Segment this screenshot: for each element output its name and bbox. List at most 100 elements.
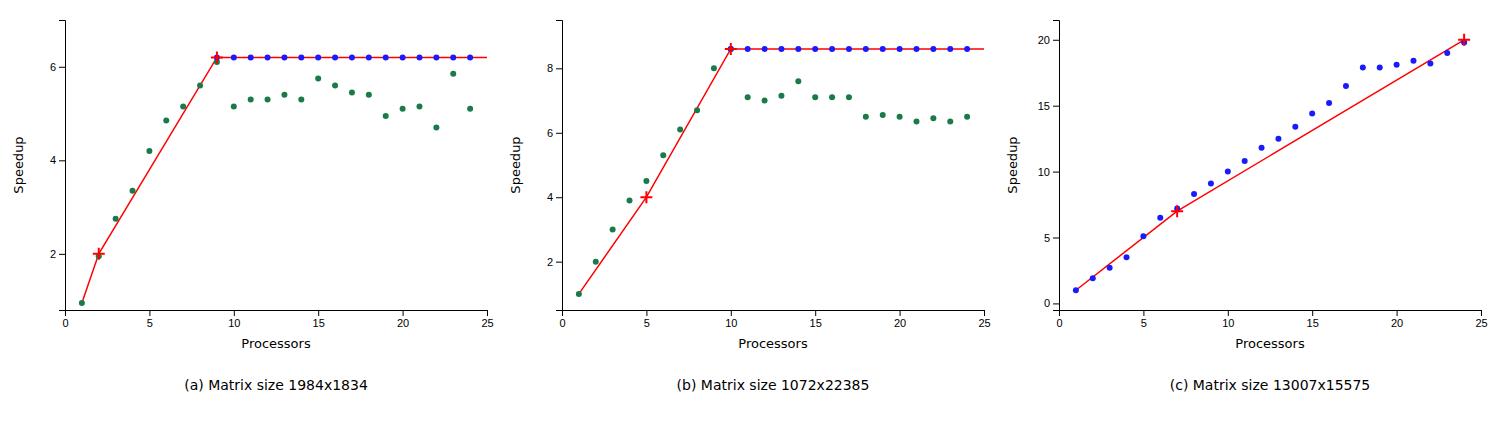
markers [79, 51, 473, 306]
tick: 2 [547, 256, 562, 268]
caption: (a) Matrix size 1984x1834 [184, 377, 368, 393]
tick-mark [556, 68, 562, 69]
x-axis-title: Processors [1235, 336, 1305, 351]
plot-area [576, 43, 984, 297]
tick: 0 [559, 310, 565, 329]
tick-label: 25 [481, 317, 493, 329]
y-axis: 2 4 6 8 [547, 21, 563, 311]
dot [610, 226, 616, 232]
dot [248, 97, 254, 103]
cross-series [1171, 34, 1470, 217]
tick: 5 [1141, 310, 1147, 329]
tick-mark [1053, 106, 1059, 107]
tick-mark [815, 310, 816, 316]
dot [913, 119, 919, 125]
tick-mark [1053, 40, 1059, 41]
dot [745, 46, 751, 52]
dot [450, 54, 456, 60]
dot [745, 94, 751, 100]
dot [231, 104, 237, 110]
dot [762, 98, 768, 104]
dot [248, 54, 254, 60]
axis-line [1060, 311, 1482, 317]
dot [433, 125, 439, 131]
dot [778, 46, 784, 52]
tick: 0 [1044, 297, 1059, 309]
dot [1377, 64, 1383, 70]
tick-mark [1053, 303, 1059, 304]
cross-series [93, 51, 223, 259]
dot [964, 114, 970, 120]
dot [366, 92, 372, 98]
caption: (b) Matrix size 1072x22385 [677, 377, 870, 393]
tick: 4 [547, 191, 562, 203]
dot [332, 82, 338, 88]
dot [711, 65, 717, 71]
plot-area [1073, 34, 1470, 293]
dot [298, 54, 304, 60]
dot [897, 114, 903, 120]
tick: 10 [725, 310, 737, 329]
y-axis: 246 [50, 21, 66, 311]
tick-mark [984, 310, 985, 316]
figure: 0510152025246ProcessorsSpeedup(a) Matrix… [0, 0, 1501, 430]
dot [1191, 191, 1197, 197]
tick-label: 5 [1141, 317, 1147, 329]
cross [1171, 205, 1183, 217]
dot [180, 104, 186, 110]
tick-label: 0 [62, 317, 68, 329]
dot-series [728, 46, 970, 52]
tick: 5 [1044, 232, 1059, 244]
tick: 8 [547, 62, 562, 74]
tick-label: 0 [559, 317, 565, 329]
tick-label: 4 [50, 154, 56, 166]
tick-label: 15 [1307, 317, 1319, 329]
axis-line [556, 21, 563, 311]
tick-label: 25 [1475, 317, 1487, 329]
dot [677, 127, 683, 133]
dot [1208, 180, 1214, 186]
dot [1427, 61, 1433, 67]
axis-line [563, 311, 985, 317]
dot [829, 94, 835, 100]
dot-series [79, 59, 473, 306]
axis-line [59, 21, 66, 311]
dot [281, 54, 287, 60]
plot-area [79, 51, 487, 306]
cross [93, 248, 105, 260]
tick-mark [1397, 310, 1398, 316]
x-axis: 0510152025 [62, 310, 493, 329]
axis-line [1053, 21, 1060, 311]
tick-label: 20 [1038, 34, 1050, 46]
dot [400, 54, 406, 60]
dot [863, 114, 869, 120]
tick: 15 [810, 310, 822, 329]
dot-series [1073, 39, 1467, 293]
dot [467, 54, 473, 60]
tick: 25 [978, 310, 990, 329]
y-axis-title: Speedup [508, 136, 523, 193]
dot [1242, 158, 1248, 164]
dot [846, 46, 852, 52]
tick-label: 6 [547, 127, 553, 139]
cross [211, 51, 223, 63]
dot [383, 113, 389, 119]
tick-mark [1312, 310, 1313, 316]
dot [1275, 136, 1281, 142]
dot [576, 291, 582, 297]
dot [332, 54, 338, 60]
dot [1309, 111, 1315, 117]
cross-series [640, 43, 736, 203]
dot [1225, 169, 1231, 175]
tick-mark [1143, 310, 1144, 316]
dot [880, 112, 886, 118]
dot [265, 97, 271, 103]
tick-mark [59, 160, 65, 161]
lines [1076, 40, 1464, 290]
tick: 20 [1391, 310, 1403, 329]
dot [846, 94, 852, 100]
dot [812, 46, 818, 52]
lines [579, 49, 984, 294]
lines [82, 57, 487, 303]
tick: 10 [1222, 310, 1234, 329]
